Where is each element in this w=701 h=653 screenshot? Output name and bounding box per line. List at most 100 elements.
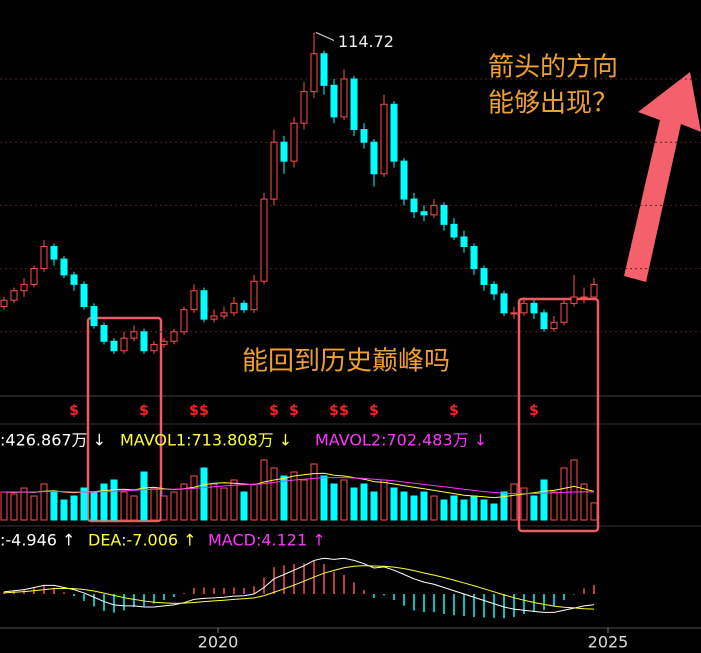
volume-bar	[560, 467, 568, 521]
volume-bar	[500, 491, 508, 521]
volume-bar	[220, 487, 228, 521]
volume-bar	[510, 483, 518, 521]
candle-body	[340, 78, 348, 118]
macd-label: MACD:4.121 ↑	[208, 531, 326, 550]
volume-bar	[280, 475, 288, 521]
x-tick-label: 2025	[588, 633, 629, 652]
volume-bar	[450, 495, 458, 521]
volume-bar	[520, 487, 528, 521]
volume-label: :426.867万 ↓	[0, 431, 106, 450]
candle-body	[450, 223, 458, 238]
candle-body	[570, 296, 578, 304]
volume-bar	[300, 479, 308, 521]
candle-body	[420, 211, 428, 216]
candle-body	[80, 283, 88, 308]
candle-body	[240, 302, 248, 311]
macd-line	[3, 557, 595, 613]
signal-mark: $	[369, 403, 379, 419]
volume-bar	[390, 487, 398, 521]
chart-layer: 114.72$ $ $ $ $ $ $ $ $ $ $:426.867万 ↓ MAVOL1:713.8…	[0, 32, 701, 652]
candle-body	[430, 204, 438, 216]
volume-bar	[430, 495, 438, 521]
candle-body	[530, 302, 538, 314]
volume-bar	[0, 491, 8, 521]
signal-mark: $	[189, 403, 199, 419]
volume-bar	[370, 491, 378, 521]
volume-bar	[30, 495, 38, 521]
volume-bar	[580, 483, 588, 521]
candle-body	[260, 198, 268, 282]
volume-bar	[200, 467, 208, 521]
volume-bar	[180, 483, 188, 521]
volume-bar	[350, 487, 358, 521]
volume-bar	[90, 491, 98, 521]
volume-bar	[100, 483, 108, 521]
volume-bar	[40, 483, 48, 521]
max-label: 114.72	[338, 32, 394, 51]
candle-body	[280, 141, 288, 162]
candle-body	[560, 302, 568, 323]
candle-body	[170, 331, 178, 342]
volume-bar	[310, 463, 318, 521]
volume-label: MAVOL2:702.483万 ↓	[315, 431, 487, 450]
candle-body	[100, 324, 108, 342]
candle-body	[110, 340, 118, 352]
candle-body	[330, 84, 338, 118]
volume-bar	[260, 459, 268, 521]
volume-bar	[290, 471, 298, 521]
candle-body	[180, 309, 188, 333]
candle-body	[220, 312, 228, 317]
candle-body	[520, 302, 528, 314]
signal-mark: $	[289, 403, 299, 419]
candle-body	[470, 245, 478, 270]
signal-mark: $	[269, 403, 279, 419]
macd-label: DEA:-7.006 ↑	[88, 531, 197, 550]
volume-bar	[140, 471, 148, 521]
volume-bar	[570, 459, 578, 521]
volume-bar	[50, 491, 58, 521]
candle-body	[70, 274, 78, 285]
candle-body	[360, 129, 368, 143]
volume-bar	[170, 491, 178, 521]
volume-bar	[490, 503, 498, 521]
volume-bar	[460, 499, 468, 521]
volume-bar	[400, 491, 408, 521]
volume-bar	[590, 502, 598, 521]
volume-bar	[480, 499, 488, 521]
candle-body	[580, 296, 588, 299]
annotation: 能回到历史巅峰吗	[242, 347, 450, 377]
volume-bar	[340, 479, 348, 521]
candle-body	[370, 141, 378, 175]
volume-bar	[130, 495, 138, 521]
annotation: 箭头的方向	[488, 53, 618, 83]
candle-body	[60, 258, 68, 276]
x-tick-label: 2020	[198, 633, 239, 652]
volume-bar	[190, 475, 198, 521]
candle-body	[90, 306, 98, 326]
volume-bar	[550, 491, 558, 521]
candle-body	[50, 245, 58, 260]
highlight-box	[517, 297, 600, 533]
candle-body	[10, 290, 18, 301]
macd-line	[3, 565, 595, 610]
big-arrow	[624, 72, 701, 282]
candle-body	[230, 302, 238, 314]
volume-bar	[160, 495, 168, 521]
candle-body	[590, 283, 598, 298]
candle-body	[410, 198, 418, 213]
volume-bar	[10, 493, 18, 521]
candle-body	[510, 312, 518, 315]
candle-body	[160, 340, 168, 345]
volume-label: MAVOL1:713.808万 ↓	[120, 431, 292, 450]
candle-body	[300, 91, 308, 124]
volume-bar	[530, 495, 538, 521]
candle-body	[270, 141, 278, 200]
volume-bar	[150, 487, 158, 521]
candle-body	[250, 280, 258, 311]
candle-body	[440, 204, 448, 225]
signal-mark: $	[449, 403, 459, 419]
volume-bar	[80, 487, 88, 521]
volume-bar	[540, 479, 548, 521]
candle-body	[140, 331, 148, 352]
